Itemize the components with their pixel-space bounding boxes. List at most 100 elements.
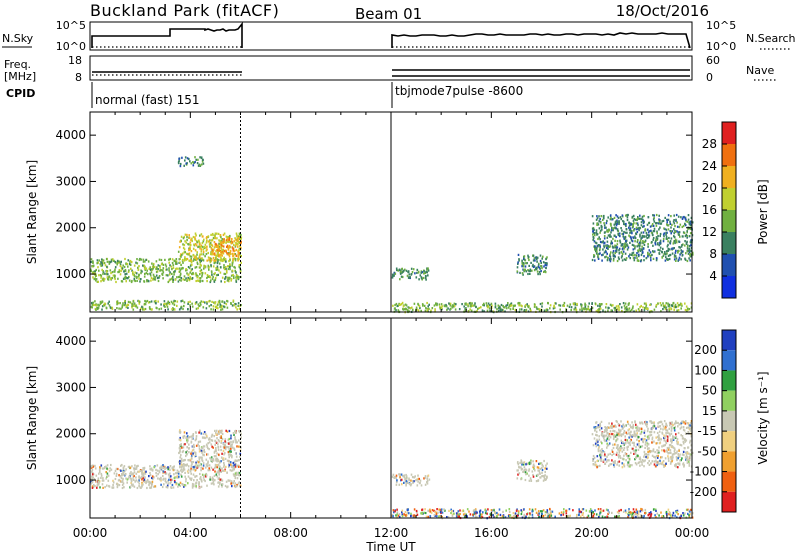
- echo-cell: [226, 306, 229, 309]
- echo-cell: [434, 308, 436, 311]
- echo-cell: [438, 508, 440, 511]
- echo-cell: [194, 236, 196, 239]
- echo-cell: [677, 453, 679, 456]
- echo-cell: [151, 475, 154, 478]
- echo-cell: [229, 442, 231, 446]
- echo-cell: [584, 305, 587, 309]
- echo-cell: [219, 234, 222, 237]
- echo-cell: [524, 265, 527, 268]
- echo-cell: [537, 273, 539, 276]
- echo-cell: [647, 453, 650, 456]
- echo-cell: [595, 513, 598, 516]
- echo-cell: [149, 307, 151, 311]
- echo-cell: [414, 272, 416, 275]
- echo-cell: [567, 515, 569, 518]
- echo-cell: [112, 259, 115, 262]
- echo-cell: [235, 280, 238, 283]
- echo-cell: [622, 510, 625, 513]
- echo-cell: [607, 245, 609, 248]
- echo-cell: [238, 249, 240, 252]
- echo-cell: [638, 436, 640, 439]
- echo-cell: [207, 461, 209, 464]
- echo-cell: [143, 468, 145, 471]
- echo-cell: [523, 513, 526, 516]
- echo-cell: [641, 509, 644, 512]
- echo-cell: [681, 437, 684, 440]
- echo-cell: [597, 244, 600, 247]
- echo-cell: [135, 261, 137, 264]
- echo-cell: [553, 305, 555, 308]
- echo-cell: [223, 465, 225, 468]
- echo-cell: [94, 303, 96, 306]
- echo-cell: [189, 244, 192, 247]
- echo-cell: [625, 258, 627, 261]
- echo-cell: [192, 460, 195, 464]
- echo-cell: [601, 510, 603, 513]
- echo-cell: [203, 246, 206, 249]
- echo-cell: [190, 255, 193, 258]
- echo-cell: [178, 157, 180, 160]
- echo-cell: [236, 445, 238, 448]
- echo-cell: [632, 514, 635, 517]
- echo-cell: [188, 243, 190, 246]
- echo-cell: [199, 245, 202, 249]
- echo-cell: [648, 437, 650, 440]
- echo-cell: [125, 272, 128, 275]
- echo-cell: [396, 508, 398, 511]
- echo-cell: [240, 233, 242, 237]
- echo-cell: [594, 241, 597, 244]
- echo-cell: [198, 456, 200, 459]
- echo-cell: [175, 483, 177, 486]
- echo-cell: [599, 231, 601, 234]
- echo-cell: [600, 303, 603, 306]
- echo-cell: [410, 473, 413, 476]
- echo-cell: [223, 238, 225, 241]
- echo-cell: [688, 221, 690, 224]
- date-label: 18/Oct/2016: [616, 2, 709, 20]
- echo-cell: [660, 427, 662, 430]
- echo-cell: [629, 433, 632, 437]
- echo-cell: [208, 437, 211, 440]
- echo-cell: [536, 258, 538, 261]
- echo-cell: [188, 273, 190, 276]
- echo-cell: [177, 250, 180, 253]
- echo-cell: [628, 442, 630, 445]
- echo-cell: [133, 474, 135, 478]
- echo-cell: [500, 303, 503, 307]
- echo-cell: [195, 274, 198, 277]
- echo-cell: [133, 279, 136, 282]
- echo-cell: [563, 301, 566, 305]
- echo-cell: [607, 432, 609, 435]
- echo-cell: [634, 247, 636, 250]
- echo-cell: [187, 439, 189, 442]
- echo-cell: [669, 449, 672, 452]
- echo-cell: [608, 511, 610, 514]
- echo-cell: [422, 276, 425, 280]
- echo-cell: [106, 272, 108, 275]
- echo-cell: [663, 232, 666, 235]
- echo-cell: [687, 431, 689, 434]
- echo-cell: [193, 161, 195, 164]
- echo-cell: [220, 456, 223, 459]
- echo-cell: [97, 480, 100, 484]
- echo-cell: [661, 449, 663, 452]
- echo-cell: [663, 436, 665, 440]
- echo-cell: [405, 308, 407, 311]
- echo-cell: [527, 272, 529, 276]
- echo-cell: [194, 453, 197, 457]
- echo-cell: [171, 308, 173, 311]
- echo-cell: [407, 508, 409, 511]
- echo-cell: [684, 308, 687, 312]
- echo-cell: [655, 213, 658, 217]
- echo-cell: [496, 307, 498, 310]
- echo-cell: [541, 471, 543, 474]
- echo-cell: [179, 261, 181, 264]
- echo-cell: [626, 218, 629, 222]
- echo-cell: [216, 452, 218, 455]
- echo-cell: [165, 472, 168, 475]
- echo-cell: [522, 264, 525, 267]
- echo-cell: [501, 308, 504, 311]
- echo-cell: [673, 255, 676, 258]
- echo-cell: [615, 420, 618, 423]
- echo-cell: [204, 479, 206, 483]
